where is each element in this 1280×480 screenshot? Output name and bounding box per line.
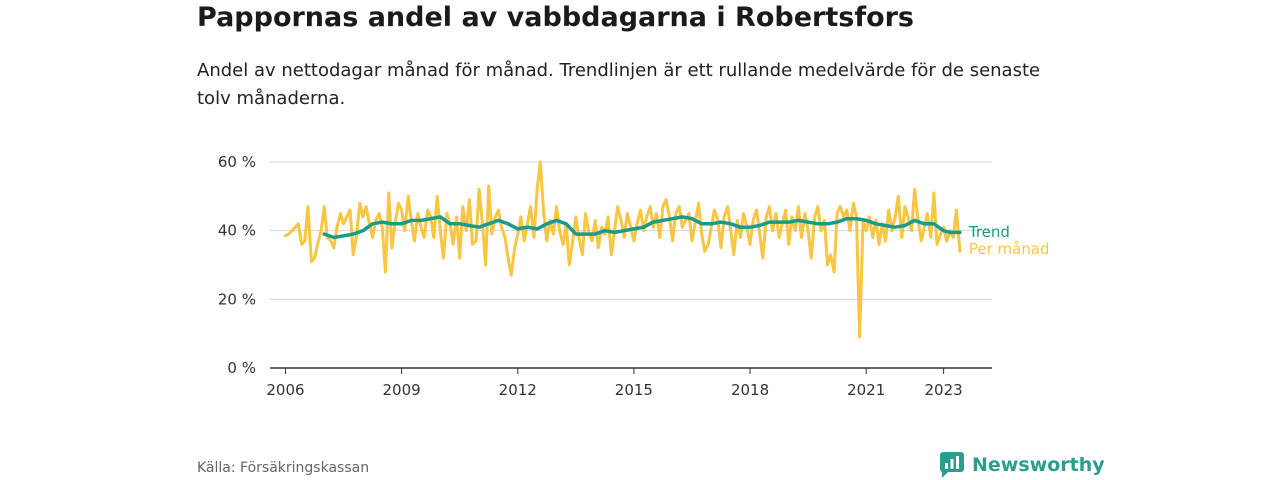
- x-tick-label: 2021: [847, 381, 885, 399]
- series-label: Trend: [968, 223, 1010, 241]
- x-tick-label: 2009: [383, 381, 421, 399]
- y-tick-label: 60 %: [218, 153, 256, 171]
- line-chart: 0 % 20 % 40 % 60 % 2006 2009 2012 2015 2018 2021…: [218, 153, 1050, 399]
- newsworthy-logo-icon: [940, 452, 964, 478]
- x-tick-label: 2023: [925, 381, 963, 399]
- x-tick-label: 2018: [731, 381, 769, 399]
- chart-subtitle: Andel av nettodagar månad för månad. Tre…: [197, 60, 1041, 109]
- series-label: Per månad: [969, 240, 1050, 258]
- y-tick-label: 0 %: [227, 359, 256, 377]
- x-tick-label: 2012: [499, 381, 537, 399]
- brand-name: Newsworthy: [972, 454, 1105, 476]
- x-tick-label: 2006: [266, 381, 304, 399]
- series-line: [322, 215, 962, 240]
- y-tick-label: 40 %: [218, 222, 256, 240]
- brand-logo[interactable]: Newsworthy: [940, 452, 1105, 478]
- y-tick-label: 20 %: [218, 290, 256, 308]
- gridlines: [270, 161, 992, 369]
- y-axis-ticks: 0 % 20 % 40 % 60 %: [218, 153, 256, 377]
- series-lines: [284, 160, 962, 339]
- x-axis-ticks: 2006 2009 2012 2015 2018 2021 2023: [266, 368, 963, 399]
- source-note: Källa: Försäkringskassan: [197, 460, 370, 476]
- x-tick-label: 2015: [615, 381, 653, 399]
- chart-title: Pappornas andel av vabbdagarna i Roberts…: [197, 2, 915, 33]
- series-line: [284, 160, 962, 339]
